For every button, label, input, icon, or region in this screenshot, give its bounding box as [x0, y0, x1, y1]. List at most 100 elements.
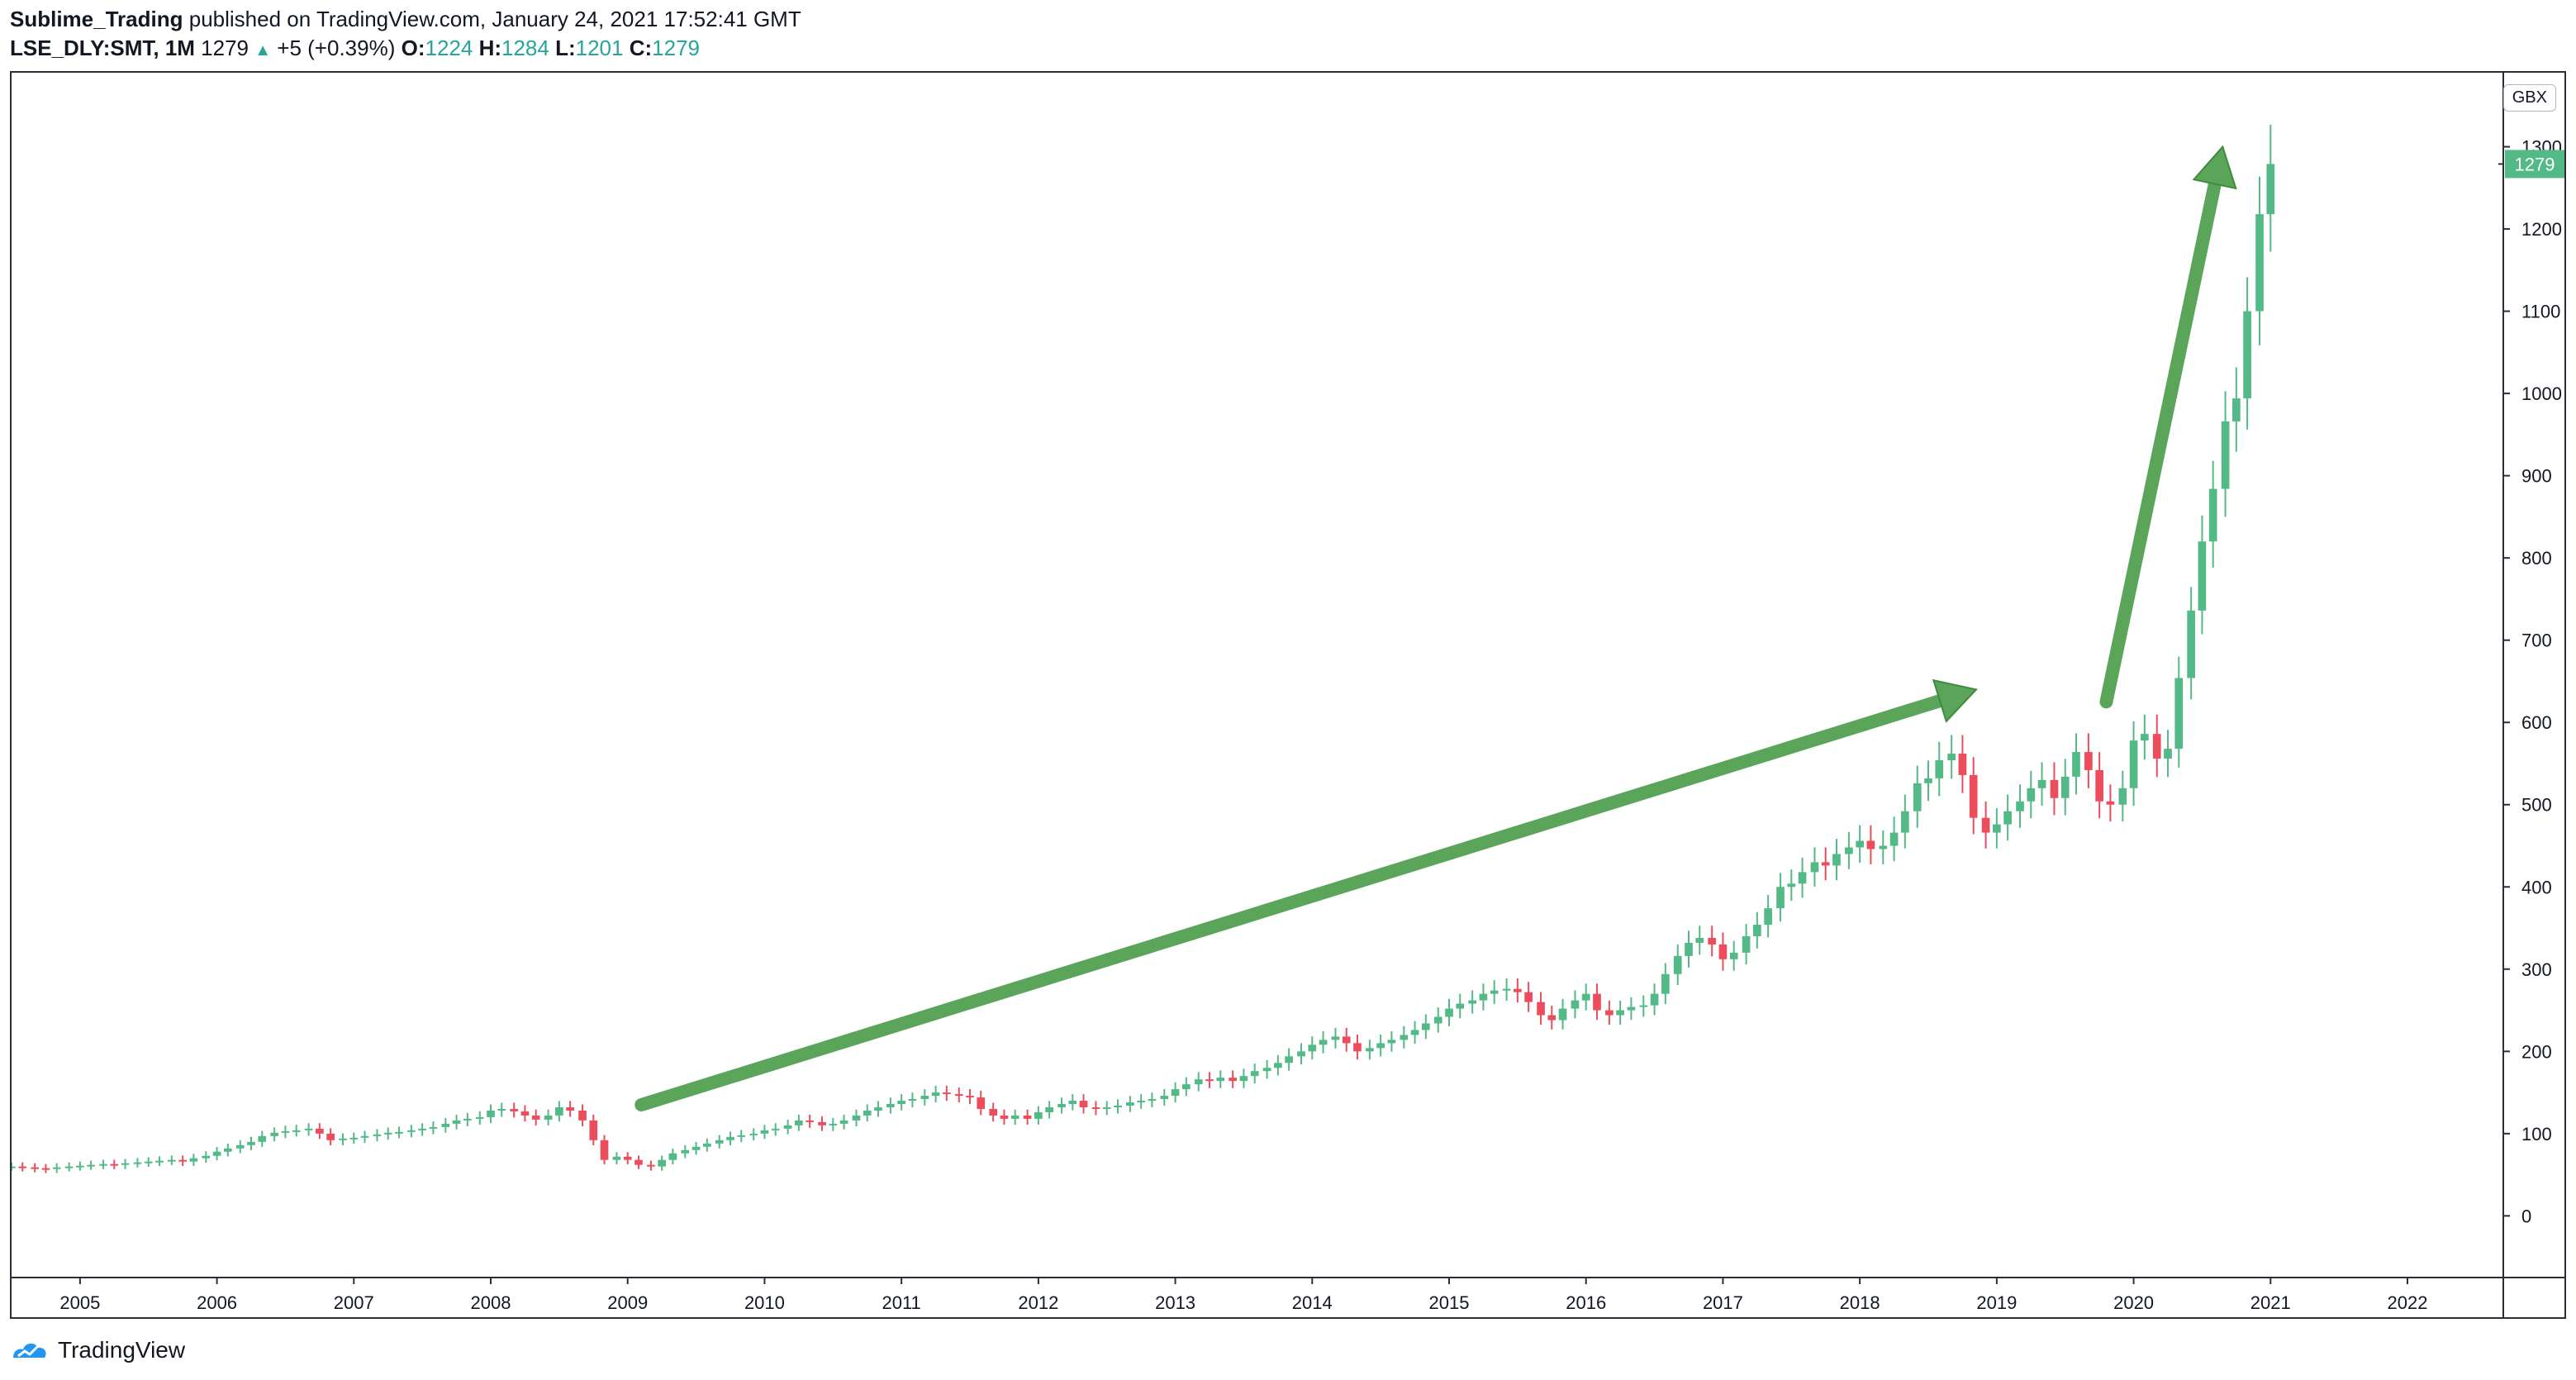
candle-body[interactable] — [1627, 1006, 1636, 1011]
candle-body[interactable] — [544, 1115, 553, 1120]
candle-body[interactable] — [771, 1128, 780, 1130]
trend-arrow-shaft[interactable] — [2099, 177, 2222, 709]
candle-body[interactable] — [2095, 769, 2103, 802]
candle-body[interactable] — [1673, 955, 1682, 974]
candle-body[interactable] — [1832, 854, 1841, 866]
candle-body[interactable] — [1274, 1063, 1282, 1068]
candle-body[interactable] — [1068, 1101, 1077, 1105]
candle-body[interactable] — [270, 1132, 279, 1136]
candle-body[interactable] — [18, 1166, 27, 1168]
candle-body[interactable] — [954, 1094, 963, 1097]
candle-body[interactable] — [407, 1130, 416, 1132]
candle-body[interactable] — [1126, 1102, 1134, 1106]
candle-body[interactable] — [1787, 883, 1796, 887]
candle-body[interactable] — [326, 1133, 335, 1140]
candle-body[interactable] — [692, 1146, 701, 1150]
candle-body[interactable] — [316, 1128, 324, 1134]
candle-body[interactable] — [2027, 788, 2036, 802]
candle-body[interactable] — [1433, 1016, 1442, 1024]
candle-body[interactable] — [497, 1108, 506, 1111]
candle-body[interactable] — [1524, 992, 1533, 1002]
candle-body[interactable] — [1045, 1106, 1053, 1112]
trend-arrow-head[interactable] — [2192, 145, 2237, 190]
candle-body[interactable] — [1181, 1084, 1191, 1090]
candle-body[interactable] — [121, 1163, 130, 1165]
candle-body[interactable] — [1900, 811, 1909, 833]
candle-body[interactable] — [202, 1155, 211, 1159]
candle-body[interactable] — [1229, 1078, 1238, 1082]
candle-body[interactable] — [897, 1101, 905, 1105]
candle-body[interactable] — [418, 1128, 426, 1130]
candle-body[interactable] — [726, 1136, 734, 1140]
candle-body[interactable] — [2243, 311, 2251, 399]
candle-body[interactable] — [2221, 421, 2230, 489]
candle-body[interactable] — [1514, 988, 1522, 992]
candle-body[interactable] — [1079, 1101, 1088, 1107]
trend-arrow-head[interactable] — [1932, 678, 1978, 723]
symbol-label[interactable]: LSE_DLY:SMT, 1M — [10, 36, 195, 60]
candle-body[interactable] — [2060, 776, 2070, 798]
candle-body[interactable] — [783, 1125, 792, 1129]
candle-body[interactable] — [2084, 752, 2093, 770]
candle-body[interactable] — [99, 1163, 107, 1166]
candle-body[interactable] — [1308, 1045, 1317, 1052]
candle-body[interactable] — [1410, 1030, 1419, 1035]
candle-body[interactable] — [1137, 1101, 1145, 1103]
candle-body[interactable] — [795, 1120, 803, 1125]
candle-body[interactable] — [658, 1159, 666, 1167]
candle-body[interactable] — [931, 1092, 940, 1097]
candle-body[interactable] — [623, 1156, 632, 1160]
candle-body[interactable] — [110, 1163, 119, 1166]
candle-body[interactable] — [737, 1135, 746, 1137]
candle-body[interactable] — [487, 1110, 495, 1117]
candle-body[interactable] — [1468, 1000, 1477, 1004]
candle-body[interactable] — [1331, 1036, 1340, 1040]
candle-body[interactable] — [2003, 811, 2012, 825]
candle-body[interactable] — [647, 1164, 655, 1167]
currency-badge[interactable]: GBX — [2502, 84, 2556, 112]
author-name[interactable]: Sublime_Trading — [10, 7, 183, 31]
candle-body[interactable] — [942, 1092, 951, 1095]
candle-body[interactable] — [349, 1137, 359, 1140]
candle-body[interactable] — [212, 1151, 221, 1156]
candle-body[interactable] — [1593, 993, 1601, 1011]
candle-body[interactable] — [829, 1123, 838, 1125]
candle-body[interactable] — [76, 1165, 84, 1168]
candle-body[interactable] — [578, 1110, 587, 1121]
candle-body[interactable] — [1023, 1115, 1032, 1119]
candle-body[interactable] — [1490, 990, 1499, 994]
candle-body[interactable] — [247, 1141, 255, 1145]
candle-body[interactable] — [989, 1108, 998, 1116]
candle-body[interactable] — [1708, 937, 1717, 945]
candle-body[interactable] — [1764, 908, 1772, 926]
candle-body[interactable] — [189, 1158, 198, 1162]
candle-body[interactable] — [1798, 872, 1807, 884]
candle-body[interactable] — [839, 1120, 848, 1124]
candle-body[interactable] — [1889, 832, 1899, 846]
candle-body[interactable] — [2174, 678, 2184, 749]
candle-body[interactable] — [1958, 754, 1967, 775]
candle-body[interactable] — [818, 1121, 826, 1125]
candle-body[interactable] — [395, 1131, 403, 1134]
candle-body[interactable] — [1845, 847, 1853, 854]
candle-body[interactable] — [155, 1160, 164, 1163]
candle-body[interactable] — [1935, 760, 1944, 778]
candle-body[interactable] — [1366, 1048, 1374, 1052]
trend-arrow-shaft[interactable] — [634, 694, 1947, 1112]
candle-body[interactable] — [441, 1123, 450, 1127]
candle-body[interactable] — [2208, 488, 2217, 542]
candle-body[interactable] — [531, 1115, 540, 1120]
candle-body[interactable] — [2140, 734, 2149, 741]
candle-body[interactable] — [463, 1118, 472, 1121]
candle-body[interactable] — [1776, 887, 1785, 909]
candle-body[interactable] — [634, 1159, 643, 1165]
candle-body[interactable] — [281, 1130, 290, 1133]
candle-body[interactable] — [1969, 774, 1978, 818]
candle-body[interactable] — [1639, 1005, 1648, 1007]
candle-body[interactable] — [2255, 214, 2264, 312]
candle-body[interactable] — [702, 1143, 711, 1147]
candle-body[interactable] — [1616, 1010, 1624, 1016]
candle-body[interactable] — [2152, 734, 2161, 759]
candle-body[interactable] — [2037, 779, 2046, 788]
candle-body[interactable] — [1102, 1106, 1111, 1109]
